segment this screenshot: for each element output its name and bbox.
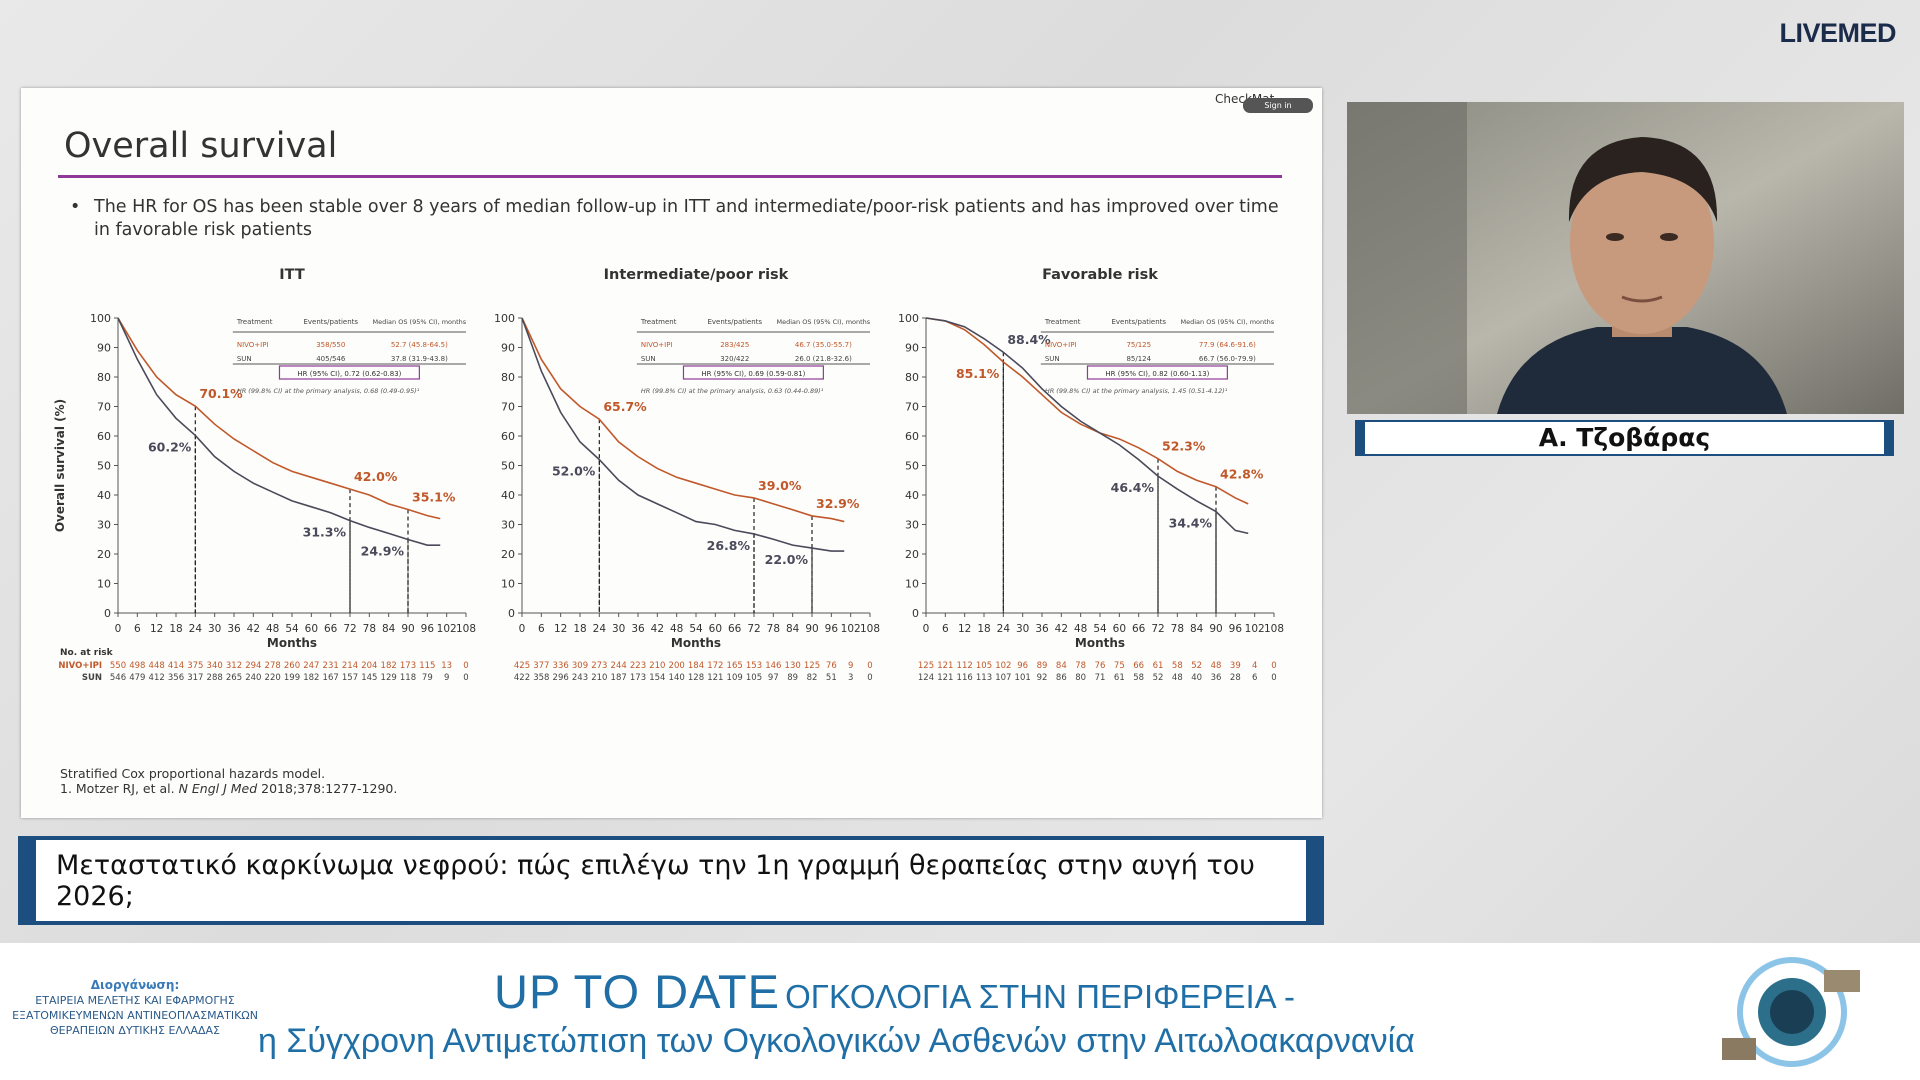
- hair: [1568, 137, 1718, 222]
- brand-logo: LIVEMED: [1779, 18, 1896, 48]
- event-title-big: UP TO DATE: [494, 965, 780, 1018]
- organizer-line: ΕΞΑΤΟΜΙΚΕΥΜΕΝΩΝ ΑΝΤΙΝΕΟΠΛΑΣΜΑΤΙΚΩΝ: [12, 1009, 258, 1022]
- title-rule: [58, 175, 1282, 178]
- organizer-label: Διοργάνωση:: [90, 978, 180, 992]
- organizer-line: ΘΕΡΑΠΕΙΩΝ ΔΥΤΙΚΗΣ ΕΛΛΑΔΑΣ: [49, 1024, 221, 1037]
- bullet: • The HR for OS has been stable over 8 ye…: [70, 196, 1280, 242]
- speaker-name: Α. Τζοβάρας: [1365, 422, 1884, 454]
- event-title-rest: ΟΓΚΟΛΟΓΙΑ ΣΤΗΝ ΠΕΡΙΦΕΡΕΙΑ -: [785, 978, 1296, 1015]
- mouth: [1621, 295, 1663, 303]
- reference: 1. Motzer RJ, et al. N Engl J Med 2018;3…: [60, 781, 397, 796]
- event-subtitle: η Σύγχρονη Αντιμετώπιση των Ογκολογικών …: [258, 1022, 1415, 1060]
- shirt: [1497, 327, 1787, 414]
- face: [1570, 150, 1714, 334]
- bullet-text: The HR for OS has been stable over 8 yea…: [94, 197, 1279, 240]
- emblem-building: [1824, 970, 1860, 992]
- speaker-bar: Α. Τζοβάρας: [1355, 420, 1894, 456]
- caption-bar: Μεταστατικό καρκίνωμα νεφρού: πώς επιλέγ…: [18, 836, 1324, 925]
- event-title: UP TO DATE ΟΓΚΟΛΟΓΙΑ ΣΤΗΝ ΠΕΡΙΦΕΡΕΙΑ -: [494, 964, 1295, 1019]
- footer-band: [0, 943, 1920, 1080]
- eye: [1660, 233, 1678, 241]
- sign-in-button[interactable]: Sign in: [1243, 98, 1313, 113]
- footnote: Stratified Cox proportional hazards mode…: [60, 766, 326, 781]
- webcam-video: [1347, 102, 1904, 414]
- eye: [1606, 233, 1624, 241]
- reference-text: 1. Motzer RJ, et al.: [60, 781, 179, 796]
- organizer-line: ΕΤΑΙΡΕΙΑ ΜΕΛΕΤΗΣ ΚΑΙ ΕΦΑΡΜΟΓΗΣ: [35, 994, 235, 1007]
- organizer: Διοργάνωση: ΕΤΑΙΡΕΙΑ ΜΕΛΕΤΗΣ ΚΑΙ ΕΦΑΡΜΟΓ…: [0, 978, 270, 1038]
- event-emblem: [1722, 957, 1860, 1067]
- slide-title: Overall survival: [64, 126, 338, 166]
- shadow: [1347, 102, 1467, 414]
- emblem-ring: [1737, 957, 1847, 1067]
- reference-text: 2018;378:1277-1290.: [257, 781, 398, 796]
- emblem-building: [1722, 1038, 1756, 1060]
- footnotes: Stratified Cox proportional hazards mode…: [60, 766, 397, 796]
- bullet-dot: •: [70, 197, 81, 217]
- caption-text: Μεταστατικό καρκίνωμα νεφρού: πώς επιλέγ…: [36, 840, 1306, 921]
- reference-journal: N Engl J Med: [178, 781, 258, 796]
- emblem-center: [1770, 990, 1814, 1034]
